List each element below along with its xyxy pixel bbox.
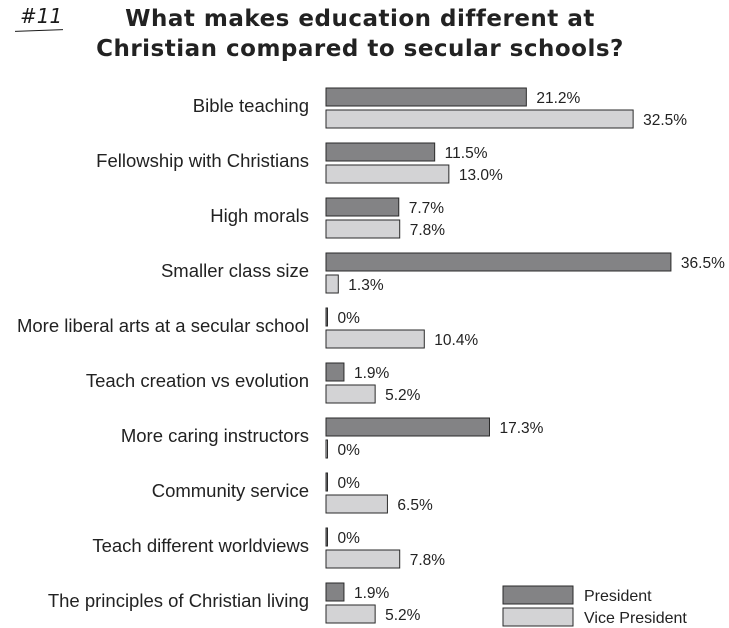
category-label: Bible teaching xyxy=(193,95,309,116)
chart-title-line-1: What makes education different at xyxy=(125,6,595,32)
bar-president xyxy=(325,582,345,602)
data-label: 5.2% xyxy=(385,387,421,404)
data-label: 0% xyxy=(338,475,361,492)
bar-vice-president xyxy=(325,439,328,459)
category-label: Community service xyxy=(152,480,309,501)
data-label: 1.9% xyxy=(354,585,390,602)
bar-vice-president xyxy=(325,274,339,294)
data-label: 0% xyxy=(338,530,361,547)
category-label: Fellowship with Christians xyxy=(96,150,309,171)
data-label: 17.3% xyxy=(499,420,543,437)
bar-vice-president xyxy=(325,164,450,184)
bar-president xyxy=(325,417,490,437)
bar-vice-president xyxy=(325,219,401,239)
bar-president xyxy=(325,527,328,547)
bar-president xyxy=(325,142,436,162)
bar-vice-president xyxy=(325,494,388,514)
bar-president xyxy=(325,362,345,382)
data-label: 11.5% xyxy=(445,145,488,162)
category-label: The principles of Christian living xyxy=(48,590,309,611)
data-label: 7.7% xyxy=(409,200,445,217)
data-label: 1.3% xyxy=(348,277,384,294)
page-number: #11 xyxy=(20,4,63,28)
legend-swatch xyxy=(502,607,574,627)
data-label: 7.8% xyxy=(410,552,446,569)
data-label: 6.5% xyxy=(397,497,433,514)
chart-title-line-2: Christian compared to secular schools? xyxy=(96,36,624,62)
bar-vice-president xyxy=(325,549,401,569)
bar-vice-president xyxy=(325,329,425,349)
data-label: 0% xyxy=(338,310,361,327)
category-label: More liberal arts at a secular school xyxy=(17,315,309,336)
bar-president xyxy=(325,252,672,272)
legend-swatch xyxy=(502,585,574,605)
data-label: 32.5% xyxy=(643,112,687,129)
category-label: Smaller class size xyxy=(161,260,309,281)
category-label: More caring instructors xyxy=(121,425,309,446)
data-label: 1.9% xyxy=(354,365,390,382)
category-label: High morals xyxy=(210,205,309,226)
data-label: 5.2% xyxy=(385,607,421,624)
data-label: 13.0% xyxy=(459,167,503,184)
data-label: 0% xyxy=(338,442,361,459)
bar-vice-president xyxy=(325,384,376,404)
data-label: 36.5% xyxy=(681,255,725,272)
category-label: Teach different worldviews xyxy=(92,535,309,556)
data-label: 21.2% xyxy=(536,90,580,107)
bar-president xyxy=(325,197,400,217)
bar-president xyxy=(325,87,527,107)
bar-president xyxy=(325,472,328,492)
bar-vice-president xyxy=(325,109,634,129)
data-label: 10.4% xyxy=(434,332,478,349)
data-label: 7.8% xyxy=(410,222,446,239)
bar-president xyxy=(325,307,328,327)
legend-label: President xyxy=(584,588,652,605)
legend-label: Vice President xyxy=(584,610,687,627)
bar-vice-president xyxy=(325,604,376,624)
category-label: Teach creation vs evolution xyxy=(86,370,309,391)
